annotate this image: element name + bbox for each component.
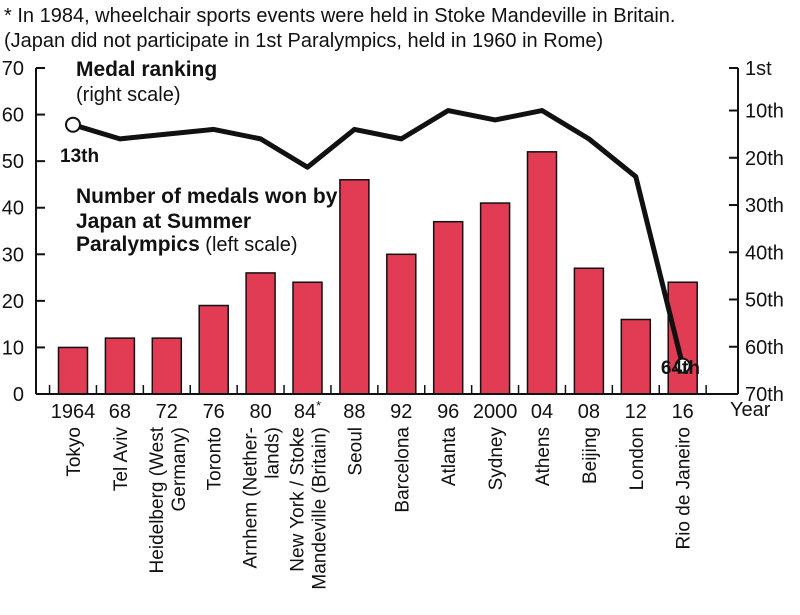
city-label: Arnhem (Nether- — [241, 427, 262, 569]
x-tick-label: 1964 — [51, 401, 96, 423]
city-label: Sydney — [486, 427, 507, 491]
ranking-scale: (right scale) — [76, 84, 180, 106]
x-tick-label: 16 — [672, 401, 694, 423]
medal-bar — [432, 220, 464, 395]
left-tick-label: 40 — [2, 198, 24, 220]
x-tick-label: 76 — [203, 401, 225, 423]
x-tick-year: 84 — [294, 401, 316, 423]
medal-bar — [620, 318, 652, 395]
last-rank-label: 64th — [661, 358, 700, 379]
medals-title-line-3: Paralympics (left scale) — [76, 233, 298, 256]
chart-note-2: (Japan did not participate in 1st Paraly… — [4, 30, 603, 52]
x-tick-label: 92 — [390, 401, 412, 423]
medal-bar — [339, 179, 370, 395]
medals-title-line-1: Number of medals won by — [76, 185, 338, 208]
left-tick-label: 70 — [2, 58, 24, 80]
city-label: Seoul — [345, 427, 366, 476]
left-tick-label: 30 — [2, 244, 24, 266]
ranking-line — [72, 108, 686, 367]
x-tick-label: 04 — [531, 401, 553, 423]
left-tick-label: 0 — [13, 384, 24, 406]
medal-bar — [57, 346, 89, 395]
right-axis-ticks: 1st 10th 20th 30th 40th 50th 60th 70th — [729, 58, 784, 406]
ranking-series — [65, 108, 691, 374]
medal-bar — [479, 202, 511, 395]
bar-series — [57, 151, 698, 395]
medal-bar — [292, 281, 323, 395]
ranking-point — [65, 116, 81, 133]
axes — [35, 68, 739, 395]
medal-bar — [151, 337, 183, 395]
x-tick-label: 08 — [578, 401, 600, 423]
city-label: New York / Stoke — [288, 427, 309, 572]
left-tick-label: 50 — [2, 151, 24, 173]
medal-bar — [667, 281, 698, 395]
city-label: Tel Aviv — [111, 427, 132, 492]
right-tick-label: 50th — [745, 290, 784, 312]
city-label: Toronto — [205, 427, 226, 490]
medal-bar — [573, 267, 605, 395]
right-tick-label: 60th — [745, 337, 784, 359]
right-tick-label: 1st — [745, 58, 772, 80]
x-tick-label: 12 — [625, 401, 647, 423]
medal-bar — [198, 304, 229, 395]
right-tick-label: 40th — [745, 242, 784, 264]
city-label: Rio de Janeiro — [674, 427, 695, 550]
x-tick-label: 88 — [343, 401, 365, 423]
city-label: Mandeville (Britain) — [310, 427, 331, 590]
medal-bar — [104, 337, 136, 395]
medals-title-line-2: Japan at Summer — [76, 210, 251, 233]
city-label: Athens — [533, 427, 554, 486]
left-tick-label: 60 — [2, 105, 24, 127]
x-tick-footnote-mark: * — [316, 398, 321, 413]
right-tick-label: 30th — [745, 195, 784, 217]
left-tick-label: 20 — [2, 291, 24, 313]
city-label: Tokyo — [64, 427, 85, 477]
left-axis-ticks: 0 10 20 30 40 50 60 70 — [2, 58, 45, 406]
right-tick-label: 20th — [745, 148, 784, 170]
first-rank-label: 13th — [60, 146, 99, 167]
city-label: Barcelona — [392, 427, 413, 513]
x-tick-label: 68 — [109, 401, 131, 423]
medal-bar — [245, 272, 276, 395]
x-tick-label: 96 — [437, 401, 459, 423]
x-tick-label: 84* — [294, 398, 321, 423]
medal-bar — [526, 151, 558, 395]
x-tick-label: 2000 — [473, 401, 518, 423]
medals-title-last: Paralympics — [76, 233, 200, 256]
chart-note-1: * In 1984, wheelchair sports events were… — [4, 5, 675, 27]
x-tick-label: 72 — [156, 401, 178, 423]
city-label: lands) — [263, 427, 284, 479]
ranking-title: Medal ranking — [76, 58, 217, 81]
city-label: Germany) — [169, 427, 190, 511]
medals-scale: (left scale) — [200, 234, 298, 256]
city-labels: Tokyo Tel Aviv Heidelberg (West Germany) Tor… — [64, 426, 695, 589]
x-tick-label: 80 — [249, 401, 271, 423]
medal-bar — [386, 253, 417, 395]
city-label: Beijing — [580, 427, 601, 484]
left-tick-label: 10 — [2, 337, 24, 359]
city-label: Heidelberg (West — [147, 426, 168, 573]
city-label: London — [627, 427, 648, 490]
right-tick-label: 70th — [745, 384, 784, 406]
city-label: Atlanta — [439, 427, 460, 487]
ranking-point — [674, 357, 691, 374]
right-tick-label: 10th — [745, 101, 784, 123]
x-axis-label: Year — [730, 399, 771, 421]
x-axis-ticks: 1964 68 72 76 80 84* 88 92 96 2000 04 08 12 16 — [48, 385, 707, 423]
